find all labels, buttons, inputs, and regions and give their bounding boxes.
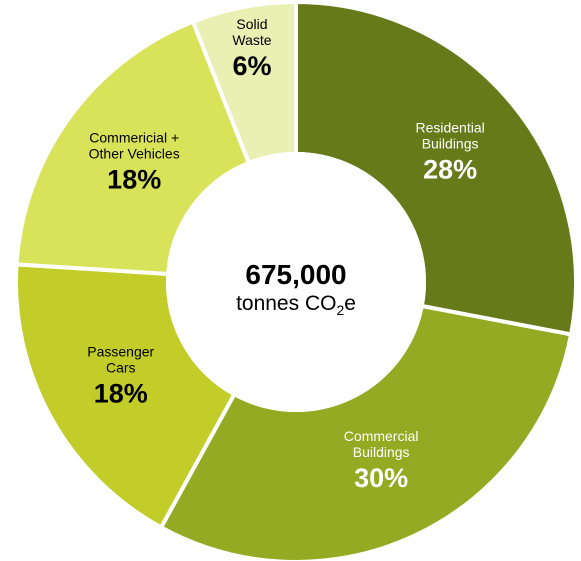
slice-3-name-line-1: Other Vehicles (89, 145, 180, 161)
slice-2-value-label: 18% (94, 378, 148, 408)
slice-4-value-label: 6% (232, 51, 271, 81)
slice-0-name-line-0: Residential (415, 120, 484, 136)
slice-4-name-line-1: Waste (232, 32, 271, 48)
slice-1-value-label: 30% (354, 463, 408, 493)
slice-0-name-line-1: Buildings (422, 136, 479, 152)
slice-2-name-line-0: Passenger (87, 343, 154, 359)
slice-3-name-line-0: Commericial + (89, 129, 179, 145)
slice-4-name-line-0: Solid (236, 16, 267, 32)
center-unit-label: tonnes CO2e (236, 292, 356, 318)
donut-hole (166, 152, 426, 412)
center-total-value: 675,000 (245, 259, 346, 290)
slice-1-name-line-1: Buildings (353, 444, 410, 460)
slice-1-name-line-0: Commercial (344, 428, 419, 444)
slice-0-value-label: 28% (423, 155, 477, 185)
donut-slices (14, 0, 578, 561)
center-unit-suffix: e (344, 292, 356, 315)
slice-3-value-label: 18% (107, 164, 161, 194)
center-unit-subscript: 2 (336, 302, 344, 318)
slice-2-name-line-1: Cars (106, 359, 136, 375)
slice-labels: ResidentialBuildings28%CommercialBuildin… (87, 16, 484, 493)
center-unit-prefix: tonnes CO (236, 292, 336, 315)
